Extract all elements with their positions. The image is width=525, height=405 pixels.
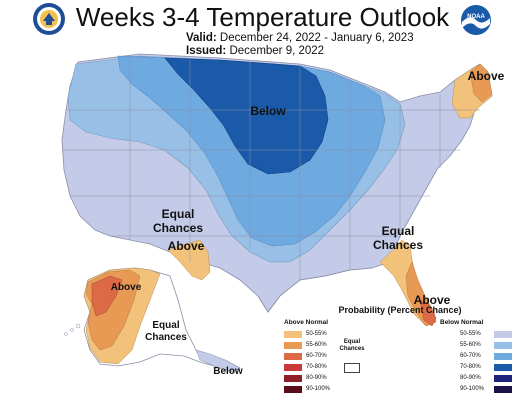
alaska-above-60-70-region [91, 275, 123, 317]
alaska-panhandle-below-region [195, 349, 241, 373]
label-below-north: Below [250, 104, 286, 118]
legend-above-swatch [284, 331, 302, 338]
legend-above-swatch [284, 353, 302, 360]
legend-above-header: Above Normal [284, 319, 329, 326]
legend-below-label: 60-70% [460, 353, 481, 359]
legend-below-swatch [494, 386, 512, 393]
legend-title: Probability (Percent Chance) [338, 305, 462, 315]
legend-above-label: 70-80% [306, 364, 327, 370]
legend-above-swatch [284, 364, 302, 371]
commerce-seal-icon [32, 2, 66, 41]
legend-below-label: 80-90% [460, 375, 481, 381]
legend-above-label: 55-60% [306, 342, 327, 348]
southeast-above-60-70-region [419, 299, 437, 327]
label-equal-chances-ak-2: Chances [145, 332, 187, 343]
legend-above-label: 60-70% [306, 353, 327, 359]
probability-legend: Probability (Percent Chance) Above Norma… [280, 305, 520, 403]
map-title: Weeks 3-4 Temperature Outlook [75, 2, 450, 32]
legend-equal-chances-label: Equal Chances [338, 339, 366, 353]
label-equal-chances-sw-1: Equal [162, 207, 195, 221]
legend-below-swatch [494, 364, 512, 371]
valid-value: December 24, 2022 - January 6, 2023 [219, 32, 414, 44]
noaa-logo-icon: NOAA [460, 4, 492, 41]
legend-equal-line2: Chances [339, 346, 365, 352]
valid-dates: Valid: December 24, 2022 - January 6, 20… [186, 32, 414, 44]
label-above-alaska: Above [111, 282, 142, 293]
legend-equal-chances-swatch [344, 363, 360, 373]
label-below-alaska: Below [213, 366, 243, 377]
legend-above-swatch [284, 342, 302, 349]
legend-above-label: 50-55% [306, 331, 327, 337]
legend-above-swatch [284, 375, 302, 382]
legend-equal-line1: Equal [343, 339, 361, 345]
legend-below-label: 70-80% [460, 364, 481, 370]
legend-above-label: 90-100% [306, 386, 331, 392]
legend-below-swatch [494, 375, 512, 382]
legend-below-header: Below Normal [440, 319, 484, 326]
legend-below-label: 50-55% [460, 331, 481, 337]
noaa-logo-text: NOAA [467, 14, 485, 20]
label-equal-chances-se-2: Chances [373, 238, 423, 252]
label-equal-chances-se-1: Equal [382, 224, 415, 238]
label-above-florida: Above [414, 293, 451, 307]
southwest-above-region [167, 239, 211, 281]
legend-below-label: 90-100% [460, 386, 485, 392]
valid-label: Valid: [186, 32, 217, 44]
legend-below-swatch [494, 342, 512, 349]
legend-above-swatch [284, 386, 302, 393]
label-equal-chances-sw-2: Chances [153, 221, 203, 235]
label-above-northeast: Above [468, 69, 505, 83]
northeast-above-55-60-region [469, 63, 493, 103]
issued-date: Issued: December 9, 2022 [186, 45, 324, 57]
legend-below-swatch [494, 353, 512, 360]
issued-value: December 9, 2022 [229, 45, 325, 57]
aleutian-islands [64, 323, 81, 336]
legend-above-label: 80-90% [306, 375, 327, 381]
label-equal-chances-ak-1: Equal [152, 320, 179, 331]
state-boundaries [62, 58, 480, 280]
issued-label: Issued: [186, 45, 227, 57]
legend-below-label: 55-60% [460, 342, 481, 348]
legend-below-swatch [494, 331, 512, 338]
label-above-southwest: Above [168, 239, 205, 253]
